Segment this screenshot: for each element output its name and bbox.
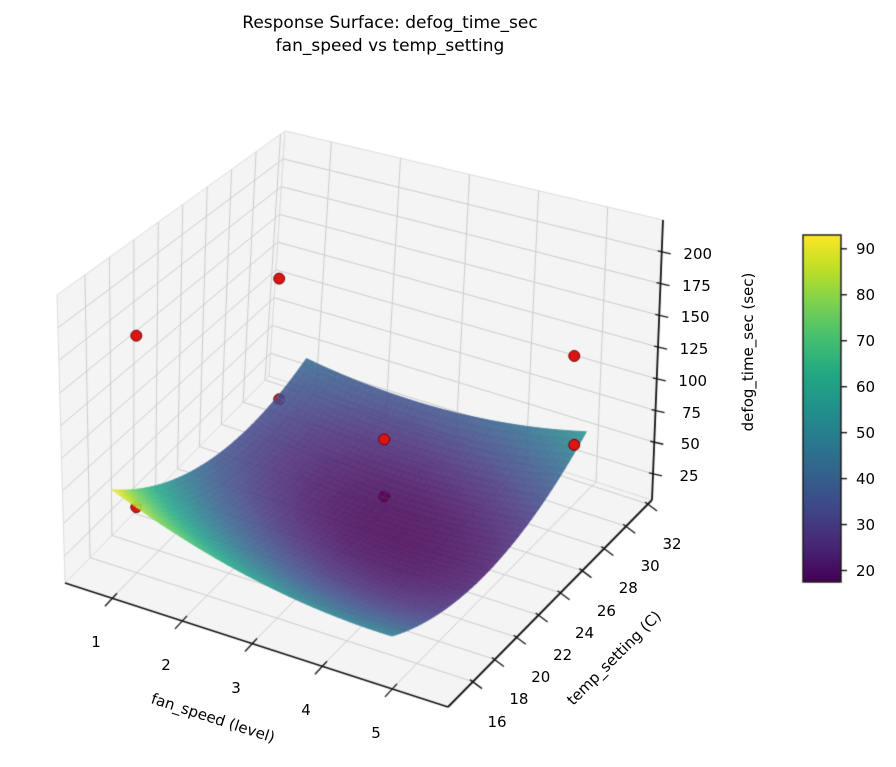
z-tick-label-50: 50 xyxy=(680,435,700,454)
x-tick-label-4: 4 xyxy=(301,701,311,720)
z-tick-label-125: 125 xyxy=(679,340,709,359)
y-tick-label-22: 22 xyxy=(553,646,573,665)
colorbar-tick-label-90: 90 xyxy=(856,239,876,258)
y-tick-label-26: 26 xyxy=(596,601,616,620)
chart-title-line2: fan_speed vs temp_setting xyxy=(275,36,505,56)
x-tick-label-1: 1 xyxy=(91,633,101,652)
colorbar-tick-label-50: 50 xyxy=(856,423,876,442)
y-tick-label-16: 16 xyxy=(487,712,507,731)
z-tick-label-100: 100 xyxy=(678,371,708,390)
z-tick-label-25: 25 xyxy=(679,466,699,485)
z-axis-label: defog_time_sec (sec) xyxy=(739,272,757,432)
colorbar-tick-label-70: 70 xyxy=(856,331,876,350)
colorbar-tick-label-20: 20 xyxy=(856,561,876,580)
y-tick-label-28: 28 xyxy=(618,579,638,598)
colorbar-tick-label-60: 60 xyxy=(856,377,876,396)
z-tick-label-150: 150 xyxy=(680,308,710,327)
chart-title: Response Surface: defog_time_sec fan_spe… xyxy=(242,12,537,58)
y-tick-label-18: 18 xyxy=(509,690,529,709)
x-tick-label-5: 5 xyxy=(371,723,381,742)
y-tick-label-20: 20 xyxy=(531,668,551,687)
z-tick-label-175: 175 xyxy=(682,276,711,295)
y-tick-label-24: 24 xyxy=(574,623,595,642)
colorbar-tick-label-40: 40 xyxy=(856,469,876,488)
colorbar-tick-label-30: 30 xyxy=(856,515,876,534)
colorbar-tick-label-80: 80 xyxy=(856,285,876,304)
y-tick-label-30: 30 xyxy=(640,557,660,576)
x-tick-label-2: 2 xyxy=(161,655,171,674)
z-tick-label-75: 75 xyxy=(681,403,702,422)
y-tick-label-32: 32 xyxy=(662,535,682,554)
chart-title-line1: Response Surface: defog_time_sec xyxy=(242,13,538,33)
x-tick-label-3: 3 xyxy=(231,678,241,697)
z-tick-label-200: 200 xyxy=(683,244,713,263)
